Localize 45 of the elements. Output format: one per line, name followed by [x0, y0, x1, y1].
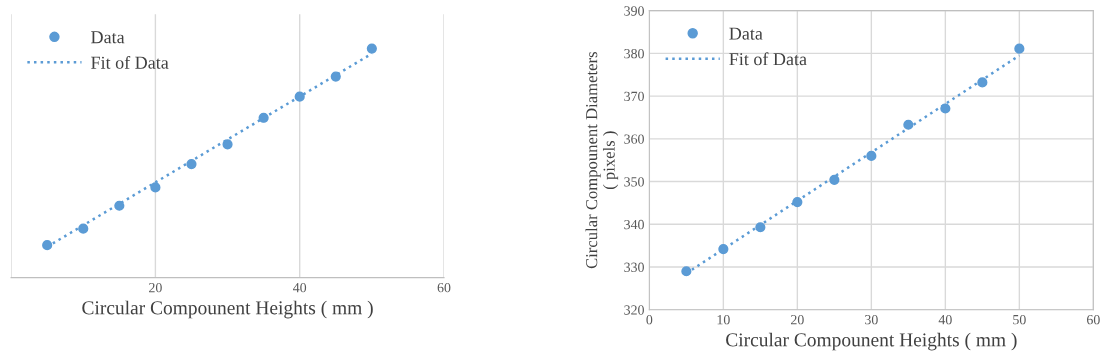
legend-label: Data: [91, 31, 125, 44]
point: [977, 77, 988, 88]
point: [114, 200, 125, 211]
y-tick-label: 320: [624, 305, 644, 315]
x-tick-label: 0: [646, 314, 653, 325]
point: [1014, 43, 1025, 54]
y-tick-label: 360: [624, 134, 644, 144]
legend-label: Fit of Data: [91, 55, 169, 69]
point: [222, 139, 233, 150]
x-tick-label: 20: [149, 282, 162, 293]
point: [330, 71, 341, 82]
x-tick-label: 40: [293, 282, 307, 293]
point: [903, 119, 914, 130]
x-tick-label: 40: [938, 314, 952, 325]
point: [755, 222, 766, 233]
x-tick-label: 20: [791, 314, 804, 325]
y-tick-label: 390: [624, 6, 644, 16]
x-tick-label: 10: [717, 314, 730, 325]
y-tick-label: 350: [624, 177, 644, 187]
point: [681, 266, 692, 277]
x-tick-label: 60: [437, 282, 451, 293]
point: [792, 196, 803, 208]
x-tick-label: 60: [1087, 314, 1100, 325]
point: [42, 240, 53, 251]
y-tick-label: 380: [624, 48, 644, 59]
x-tick-label: 50: [1013, 314, 1026, 325]
point: [718, 243, 729, 255]
point: [258, 112, 269, 123]
point: [294, 91, 305, 102]
legend-label: Fit of Data: [729, 52, 807, 66]
x-axis-title: Circular Compounent Heights ( mm ): [82, 300, 373, 319]
point: [829, 174, 840, 185]
point: [940, 103, 951, 114]
y-tick-label: 370: [624, 91, 644, 102]
y-axis-title: Circular Compounent Diameters ( pixels ): [585, 52, 619, 269]
point: [366, 43, 377, 54]
y-tick-label: 330: [624, 262, 644, 272]
point: [78, 223, 89, 234]
x-tick-label: 30: [865, 314, 878, 325]
point: [866, 150, 877, 162]
legend-label: Data: [729, 27, 763, 40]
x-axis-title: Circular Compounent Heights ( mm ): [726, 332, 1017, 351]
point: [186, 158, 197, 170]
point: [150, 182, 161, 193]
y-tick-label: 340: [624, 219, 644, 230]
